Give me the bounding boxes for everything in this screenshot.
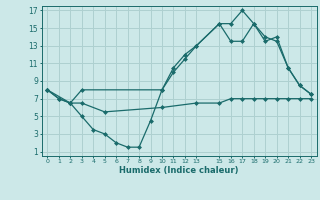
X-axis label: Humidex (Indice chaleur): Humidex (Indice chaleur) bbox=[119, 166, 239, 175]
